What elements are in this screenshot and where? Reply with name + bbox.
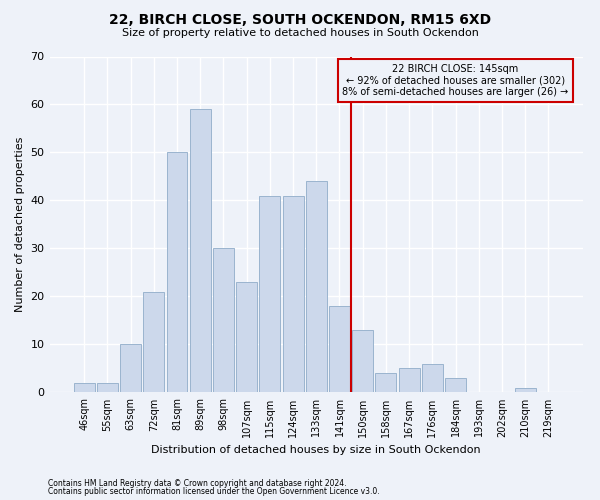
- Bar: [306, 182, 327, 392]
- Bar: [515, 388, 536, 392]
- Bar: [445, 378, 466, 392]
- Bar: [422, 364, 443, 392]
- Text: Contains public sector information licensed under the Open Government Licence v3: Contains public sector information licen…: [48, 487, 380, 496]
- X-axis label: Distribution of detached houses by size in South Ockendon: Distribution of detached houses by size …: [151, 445, 481, 455]
- Bar: [167, 152, 187, 392]
- Text: Size of property relative to detached houses in South Ockendon: Size of property relative to detached ho…: [122, 28, 478, 38]
- Bar: [190, 110, 211, 393]
- Bar: [213, 248, 234, 392]
- Bar: [97, 383, 118, 392]
- Bar: [329, 306, 350, 392]
- Text: 22 BIRCH CLOSE: 145sqm
← 92% of detached houses are smaller (302)
8% of semi-det: 22 BIRCH CLOSE: 145sqm ← 92% of detached…: [343, 64, 569, 97]
- Bar: [236, 282, 257, 393]
- Text: Contains HM Land Registry data © Crown copyright and database right 2024.: Contains HM Land Registry data © Crown c…: [48, 478, 347, 488]
- Bar: [283, 196, 304, 392]
- Bar: [120, 344, 141, 393]
- Bar: [398, 368, 419, 392]
- Bar: [143, 292, 164, 392]
- Y-axis label: Number of detached properties: Number of detached properties: [15, 137, 25, 312]
- Bar: [376, 373, 397, 392]
- Bar: [352, 330, 373, 392]
- Bar: [74, 383, 95, 392]
- Bar: [259, 196, 280, 392]
- Text: 22, BIRCH CLOSE, SOUTH OCKENDON, RM15 6XD: 22, BIRCH CLOSE, SOUTH OCKENDON, RM15 6X…: [109, 12, 491, 26]
